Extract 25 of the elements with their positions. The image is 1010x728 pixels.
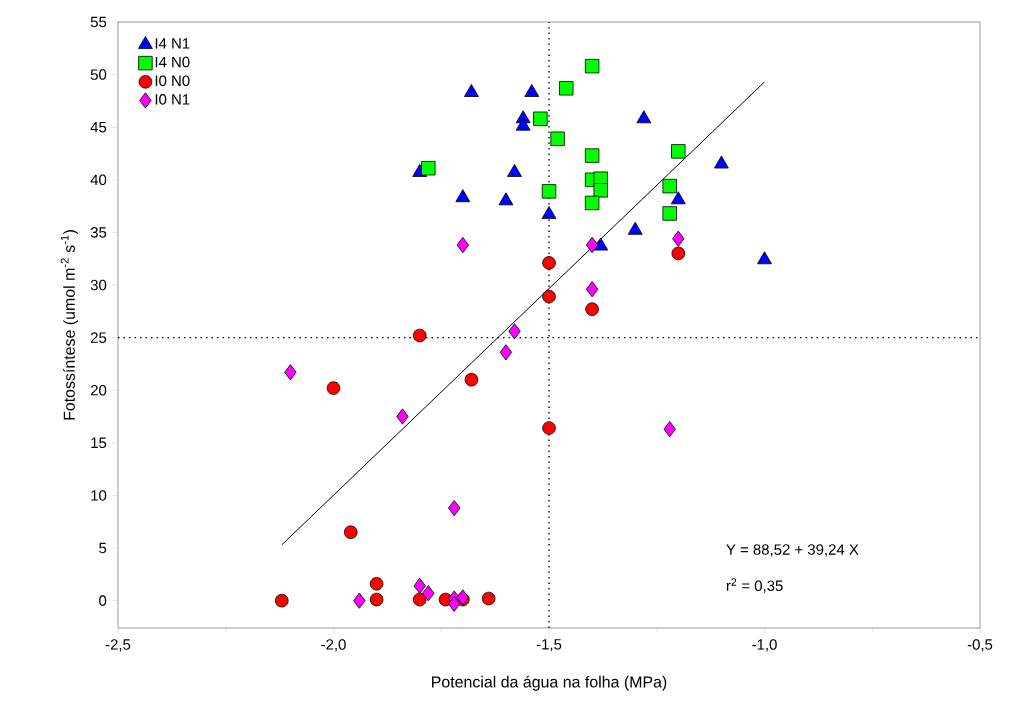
y-tick-label: 10 [91, 490, 107, 501]
y-axis-title: Fotossíntese (umol m$^{-2}$ s$^{-1}$) [60, 230, 79, 420]
y-tick-label: 15 [91, 437, 107, 449]
legend-label: I4 N1 [155, 38, 190, 49]
legend-label: I0 N1 [155, 94, 190, 105]
y-tick-label: 45 [90, 121, 107, 133]
y-tick-label: 25 [90, 332, 107, 343]
y-tick-label: 30 [90, 279, 107, 291]
x-tick-label: -1,0 [752, 639, 777, 652]
y-tick-label: 20 [90, 384, 107, 396]
y-tick-label: 5 [99, 542, 107, 554]
legend-label: I0 N0 [155, 75, 190, 87]
y-tick-label: 50 [90, 69, 107, 80]
annotation: r$^{2}$ = 0,35 [726, 578, 783, 593]
x-tick-label: -0,5 [967, 639, 993, 652]
annotation: Y = 88,52 + 39,24 X [726, 544, 859, 557]
x-tick-label: -2,5 [105, 639, 131, 652]
x-tick-label: -2,0 [321, 639, 346, 652]
x-tick-label: -1,5 [536, 639, 562, 652]
x-axis-title: Potencial da água na folha (MPa) [432, 675, 667, 691]
legend-label: I4 N0 [155, 56, 190, 68]
y-tick-label: 0 [99, 595, 107, 606]
y-tick-label: 55 [90, 16, 107, 28]
y-tick-label: 40 [90, 174, 107, 186]
y-tick-label: 35 [90, 227, 107, 238]
